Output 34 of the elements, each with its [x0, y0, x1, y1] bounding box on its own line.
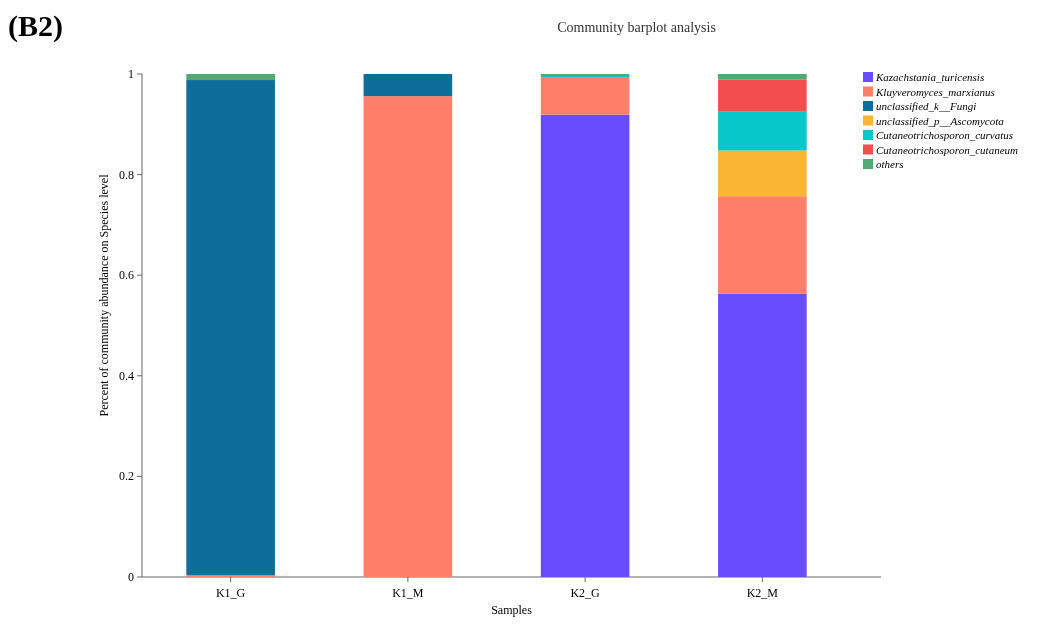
- y-tick-label: 1: [128, 67, 134, 81]
- bar: [718, 150, 807, 197]
- bar: [718, 293, 807, 577]
- x-axis-title: Samples: [491, 603, 533, 617]
- legend-label: Cutaneotrichosporon_cutaneum: [876, 143, 1019, 156]
- legend-label: others: [876, 158, 904, 170]
- bar: [718, 74, 807, 80]
- legend-label: Kluyveromyces_marxianus: [875, 85, 995, 98]
- x-tick-label: K2_G: [570, 586, 601, 600]
- bar: [186, 74, 275, 81]
- bar: [540, 114, 630, 577]
- y-axis-title: Percent of community abundance on Species level: [97, 173, 111, 417]
- y-tick-label: 0: [128, 570, 134, 584]
- legend-label: unclassified_k__Fungi: [876, 100, 977, 112]
- bar: [718, 79, 807, 112]
- y-tick-label: 0.6: [119, 268, 134, 283]
- x-tick-label: K2_M: [746, 586, 779, 600]
- bar: [718, 111, 807, 151]
- legend-label: Kazachstania_turicensis: [875, 71, 985, 83]
- y-tick-label: 0.4: [119, 368, 134, 383]
- bar: [363, 96, 453, 577]
- y-tick-label: 0.2: [119, 469, 134, 484]
- bar: [186, 80, 275, 575]
- legend-label: Cutaneotrichosporon_curvatus: [876, 129, 1014, 141]
- chart-title: Community barplot analysis: [557, 20, 716, 35]
- bar: [363, 74, 453, 97]
- bar: [186, 574, 275, 577]
- y-tick-label: 0.8: [119, 167, 134, 182]
- legend-label: unclassified_p__Ascomycota: [876, 114, 1005, 127]
- bar: [540, 77, 630, 115]
- x-tick-label: K1_G: [215, 586, 246, 600]
- text: (B2): [8, 9, 63, 43]
- x-tick-label: K1_M: [392, 586, 424, 600]
- bar: [718, 196, 807, 294]
